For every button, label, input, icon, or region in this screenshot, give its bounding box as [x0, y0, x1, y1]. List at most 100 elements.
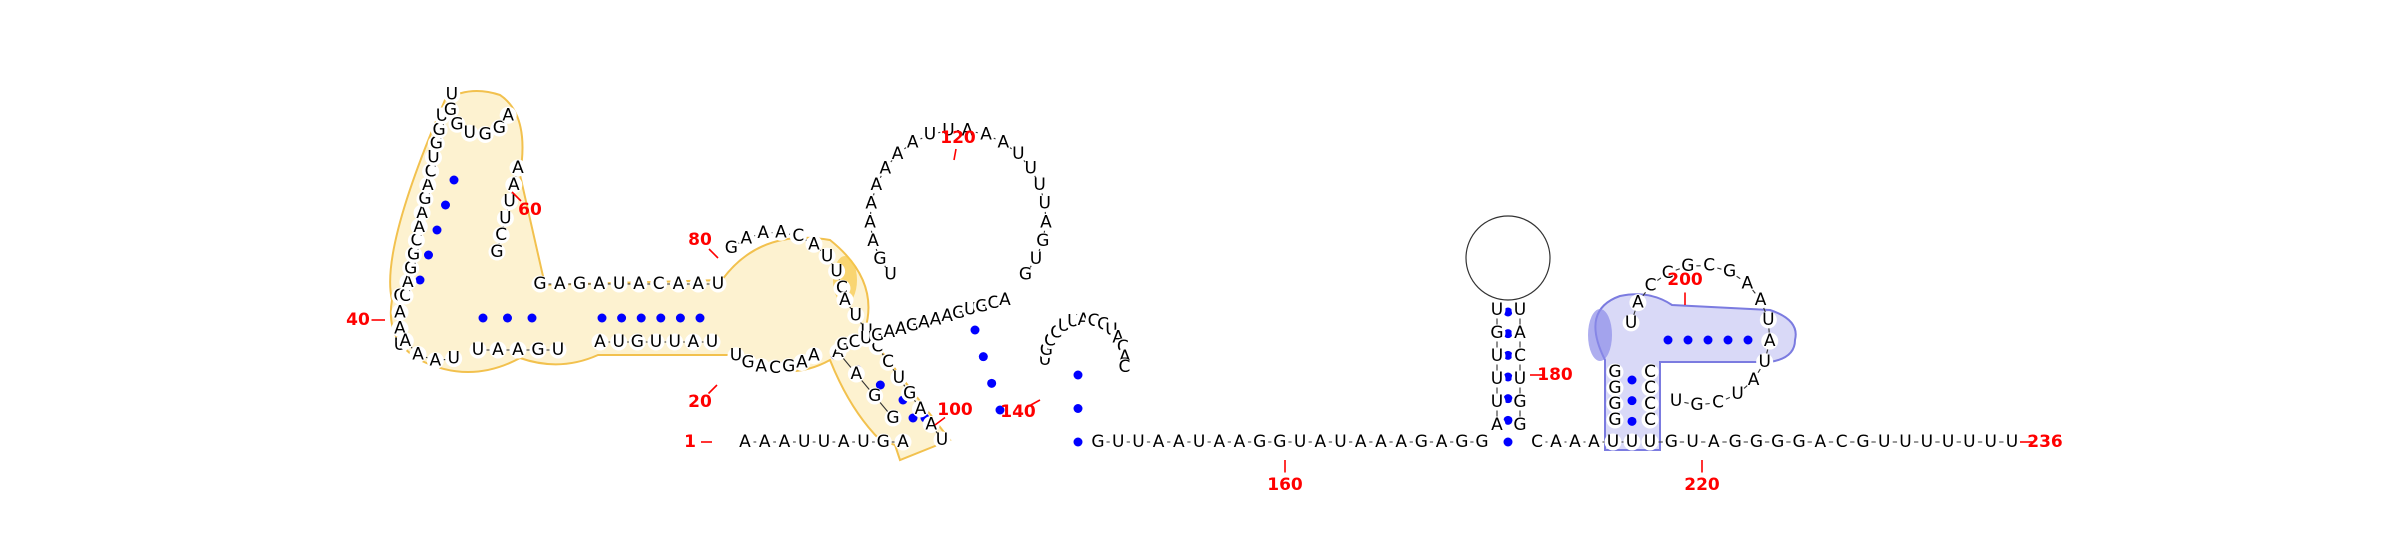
nucleotide-s8_blue_hairpin-3: C	[1662, 263, 1674, 283]
nucleotide-s2_top_row-1: A	[554, 274, 566, 294]
nucleotide-s5_linker-13: A	[1355, 432, 1367, 452]
nucleotide-bg	[549, 341, 567, 359]
position-label-1: 1	[684, 432, 696, 452]
nucleotide-s8_blue_stem_left-2: G	[1608, 378, 1621, 398]
nucleotide-s2_top_row-2: G	[573, 274, 586, 294]
nucleotide-bg	[1667, 392, 1685, 410]
nucleotide-s1_loopA_left-1: A	[412, 344, 424, 364]
base-pair-dot	[1627, 375, 1637, 385]
nucleotide-s1_5prime-2: A	[779, 432, 791, 452]
nucleotide-s5_linker-2: U	[1132, 432, 1144, 452]
nucleotide-s3_inner_row-11: U	[964, 300, 976, 320]
base-pair-dot	[441, 200, 450, 210]
nucleotide-s5_linker-0: G	[1091, 432, 1104, 452]
base-pair-dot	[415, 275, 425, 285]
nucleotide-s6_stem_right-5: G	[1513, 415, 1526, 435]
nucleotide-s8_blue_stem_right-3: C	[1644, 410, 1656, 430]
base-pair-dot	[1503, 350, 1513, 360]
nucleotide-s3_inner_row-4: A	[883, 322, 895, 342]
nucleotide-s9_3prime-5: G	[1750, 432, 1763, 452]
nucleotide-s3_big_loop-11: A	[962, 121, 974, 141]
nucleotide-bg	[1392, 433, 1410, 451]
nucleotide-s8_blue_hairpin-2: C	[1645, 276, 1657, 296]
nucleotide-bg	[441, 101, 459, 119]
nucleotide-bg	[1939, 433, 1957, 451]
nucleotide-s8_blue_hairpin-4: G	[1681, 256, 1694, 276]
nucleotide-s1_loopA_left-2: A	[430, 351, 442, 371]
position-tick	[707, 384, 718, 395]
nucleotide-s7_linker-4: U	[1607, 432, 1619, 452]
nucleotide-s1_interior1_bottom-2: A	[512, 340, 524, 360]
nucleotide-s7_linker-0: C	[1531, 432, 1543, 452]
nucleotide-s8_blue_hairpin-14: C	[1712, 393, 1724, 413]
nucleotide-bg	[650, 275, 668, 293]
nucleotide-s2_loop_hairpin_left-5: A	[413, 217, 425, 237]
nucleotide-s3_inner_row-8: A	[930, 309, 942, 329]
nucleotide-bg	[1790, 433, 1808, 451]
nucleotide-bg	[469, 341, 487, 359]
nucleotide-bg	[1875, 433, 1893, 451]
nucleotide-bg	[424, 149, 442, 167]
nucleotide-bg	[684, 333, 702, 351]
nucleotide-s9_3prime-6: G	[1771, 432, 1784, 452]
base-pair-dot	[875, 380, 885, 390]
base-pair-dot	[908, 413, 918, 423]
nucleotide-s1_5prime-3: U	[798, 432, 810, 452]
nucleotide-bg	[630, 275, 648, 293]
base-pair-dot	[987, 378, 997, 388]
nucleotide-bg	[836, 291, 854, 309]
nucleotide-s4_small_hairpin-7: C	[1088, 311, 1100, 331]
nucleotide-s8_blue_hairpin-16: U	[1670, 391, 1682, 411]
nucleotide-bg	[996, 291, 1014, 309]
base-pair-dot	[1503, 437, 1513, 447]
nucleotide-bg	[1854, 433, 1872, 451]
nucleotide-bg	[1585, 433, 1603, 451]
nucleotide-bg	[1622, 314, 1640, 332]
nucleotide-bg	[1705, 433, 1723, 451]
nucleotide-bg	[1473, 433, 1491, 451]
nucleotide-bg	[509, 159, 527, 177]
nucleotide-s1_5prime-7: G	[877, 432, 890, 452]
base-pair-dot	[1503, 372, 1513, 382]
nucleotide-bg	[1109, 433, 1127, 451]
nucleotide-bg	[828, 262, 846, 280]
nucleotide-s1_left_inner_stem-1: A	[851, 364, 863, 384]
nucleotide-s4_small_hairpin-3: C	[1050, 322, 1062, 342]
nucleotide-bg	[1271, 433, 1289, 451]
nucleotide-bg	[1761, 332, 1779, 350]
nucleotide-s6_stem_left-0: A	[1491, 415, 1503, 435]
nucleotide-bg	[551, 275, 569, 293]
nucleotide-s2_loop_hairpin_left-4: C	[410, 231, 422, 251]
position-label-160: 160	[1267, 475, 1303, 495]
nucleotide-bg	[1511, 370, 1529, 388]
nucleotide-s3_stem_down-9: U	[936, 430, 948, 450]
nucleotide-s3_stem_down-3: C	[871, 337, 883, 357]
nucleotide-s7_linker-5: U	[1626, 432, 1638, 452]
nucleotide-s4_small_hairpin-2: C	[1044, 330, 1056, 350]
nucleotide-s2_loop_hairpin_left-3: G	[407, 244, 420, 264]
nucleotide-s2_loop_hairpin_left-11: G	[430, 134, 443, 154]
base-pair-dot	[1503, 307, 1513, 317]
nucleotide-bg	[1659, 264, 1677, 282]
nucleotide-bg	[1488, 416, 1506, 434]
nucleotide-s3_inner_row-2: U	[860, 329, 872, 349]
nucleotide-s9_3prime-2: U	[1686, 432, 1698, 452]
nucleotide-bg	[864, 232, 882, 250]
nucleotide-bg	[756, 433, 774, 451]
nucleotide-s2_multi_top-8: C	[836, 278, 848, 298]
nucleotide-bg	[1022, 159, 1040, 177]
nucleotide-bg	[1700, 257, 1718, 275]
nucleotide-bg	[461, 124, 479, 142]
nucleotide-bg	[1311, 433, 1329, 451]
nucleotide-s8_blue_stem_left-0: G	[1608, 410, 1621, 430]
nucleotide-s1_multiloop_bottom-2: A	[755, 357, 767, 377]
nucleotide-s2_hairpin_loop-1: G	[444, 100, 457, 120]
nucleotide-bg	[531, 275, 549, 293]
nucleotide-s8_blue_hairpin-10: A	[1764, 331, 1776, 351]
nucleotide-bg	[476, 126, 494, 144]
base-pair-dot	[1627, 416, 1637, 426]
nucleotide-bg	[445, 350, 463, 368]
nucleotide-s9_3prime-10: G	[1856, 432, 1869, 452]
base-pair-dot	[1503, 415, 1513, 425]
